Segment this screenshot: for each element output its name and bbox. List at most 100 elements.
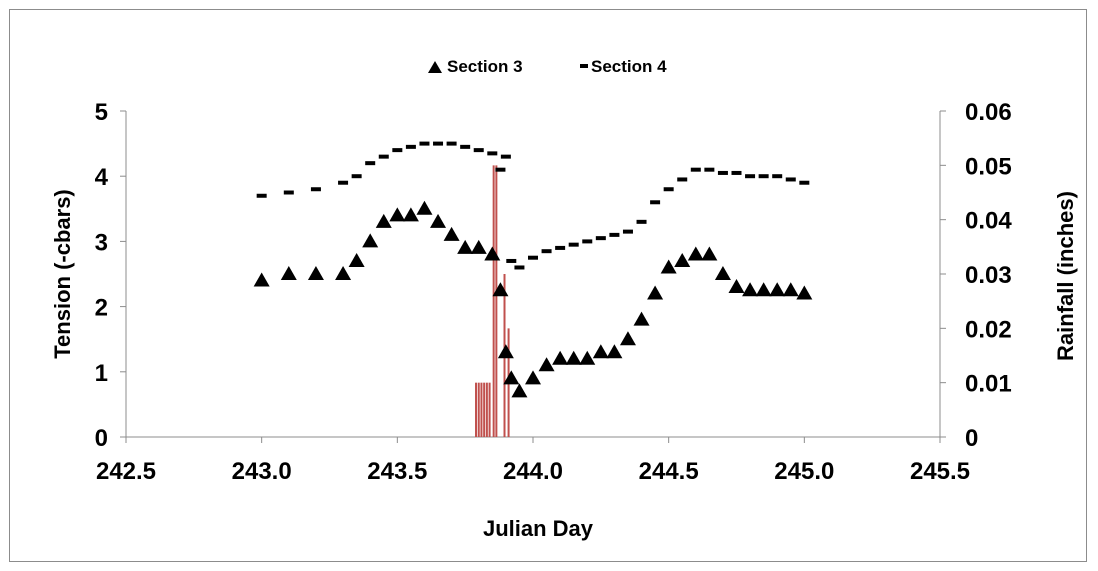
section-3-point [674,252,691,267]
y2-tick-label: 0.05 [965,153,1012,180]
y2-tick-label: 0.01 [965,371,1012,398]
axes [120,110,946,443]
section-4-point [690,167,701,172]
x-tick-label: 242.5 [96,458,156,485]
section-3-point [525,370,541,385]
legend-section-4-marker [580,64,588,68]
x-tick-label: 243.5 [367,458,427,485]
section-3-point [492,282,509,297]
section-4-point [487,151,498,156]
section-4-point [378,154,389,159]
section-4-point [582,239,593,244]
section-4-point [650,200,661,205]
section-3-point [443,226,460,241]
section-4-point [622,229,633,234]
section-3-point [565,350,582,365]
section-4-point [433,141,444,146]
section-3-point [728,279,745,294]
legend-section-4-label: Section 4 [591,57,667,76]
y-tick-label: 4 [95,164,109,191]
section-3-point [742,282,759,297]
tick-labels: 242.5 243.0 243.5 244.0 244.5 245.0 245.5 0 1 2 3 4… [95,99,1013,485]
x-tick-label: 245.5 [910,458,970,485]
section-3-point [470,239,487,254]
section-3-point [335,266,352,280]
section-3-point [457,239,474,254]
y-tick-label: 2 [95,295,108,322]
section-3-point [660,259,677,274]
section-3-series [253,200,813,398]
section-4-point [446,141,457,146]
section-4-point [473,148,484,153]
section-4-point [541,249,552,254]
section-4-point [595,236,606,241]
section-4-point [677,177,688,182]
section-3-point [307,266,324,280]
section-4-point [256,193,267,198]
rainfall-series [475,165,510,437]
section-3-point [647,285,664,300]
y2-tick-label: 0.04 [965,208,1012,235]
x-axis-title: Julian Day [483,516,594,541]
section-3-point [782,282,799,297]
y2-tick-label: 0.06 [965,99,1012,126]
section-4-point [495,167,506,172]
y2-tick-label: 0.03 [965,262,1012,289]
section-4-point [460,144,471,149]
section-4-point [663,187,674,192]
section-4-point [772,174,783,179]
section-4-point [310,187,321,192]
section-3-point [769,282,786,297]
section-3-point [416,200,433,215]
section-4-point [405,144,416,149]
section-3-point [280,266,297,280]
x-tick-label: 244.5 [639,458,699,485]
section-3-point [633,311,650,326]
section-4-series [256,141,810,270]
y-tick-label: 1 [95,360,108,387]
y-tick-label: 5 [95,99,108,126]
y-tick-label: 0 [95,425,108,452]
y-tick-label: 3 [95,229,108,256]
section-4-point [704,167,715,172]
legend-section-3-label: Section 3 [447,57,523,76]
section-3-point [389,207,406,222]
section-4-point [365,161,376,166]
section-3-point [592,344,609,359]
section-3-point [511,383,528,398]
y2-tick-label: 0 [965,425,978,452]
section-3-point [606,344,623,359]
section-3-point [375,213,392,228]
section-4-point [568,242,579,247]
chart-svg: Section 3 Section 4 242.5 243.0 243.5 244.0… [50,57,1078,541]
section-4-point [528,255,538,260]
legend-section-3-marker [428,61,442,73]
section-3-point [497,344,514,359]
section-3-point [538,357,555,372]
section-3-point [755,282,772,297]
x-tick-label: 244.0 [503,458,563,485]
section-3-point [796,285,813,300]
section-4-point [500,154,511,159]
section-4-point [506,258,517,263]
section-4-point [609,232,620,237]
section-3-point [503,370,520,385]
section-4-point [419,141,430,146]
y-axis-title: Tension (-cbars) [50,189,75,359]
section-4-point [392,148,403,153]
x-tick-label: 245.0 [774,458,834,485]
section-4-point [636,219,647,224]
section-4-point [731,170,742,175]
section-3-point [714,266,731,280]
section-3-point [619,331,636,346]
section-3-point [348,252,365,267]
section-3-point [402,207,419,222]
section-3-point [253,272,270,287]
section-3-point [484,246,501,261]
section-4-point [514,265,525,270]
section-4-point [758,174,769,179]
section-3-point [701,246,718,261]
section-4-point [785,177,796,182]
section-4-point [745,174,756,179]
section-3-point [430,213,447,228]
